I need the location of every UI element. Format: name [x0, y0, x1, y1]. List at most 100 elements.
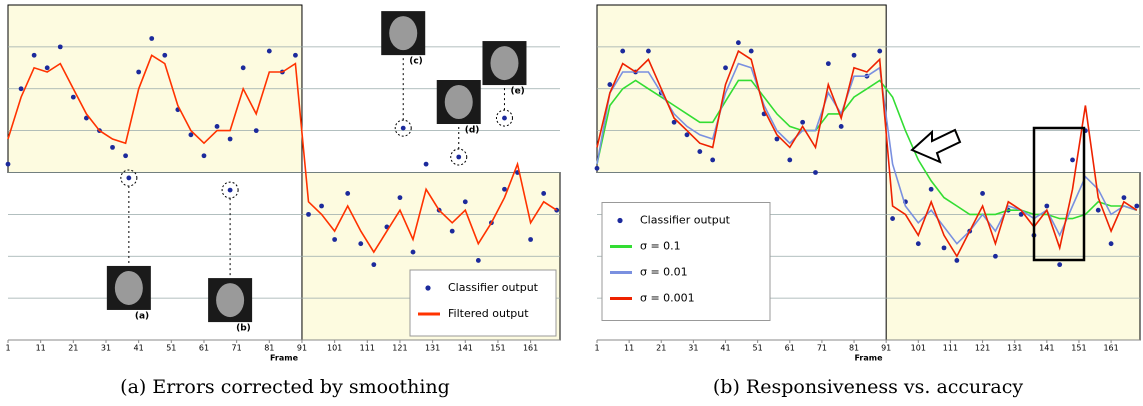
data-point — [188, 132, 194, 138]
x-tick-label: 11 — [36, 344, 46, 353]
data-point — [620, 48, 626, 54]
data-point — [800, 119, 806, 125]
data-point — [890, 216, 895, 221]
x-tick-label: 41 — [134, 344, 144, 353]
data-point — [941, 245, 947, 251]
legend-marker — [425, 285, 431, 291]
annotation-label: (c) — [409, 57, 423, 67]
data-point — [5, 161, 11, 167]
data-point — [993, 253, 998, 259]
annotation-label: (a) — [135, 311, 149, 321]
data-point — [266, 48, 272, 54]
data-point — [319, 203, 324, 209]
data-point — [240, 65, 246, 71]
annotation-image-hand — [444, 85, 473, 120]
data-point — [684, 132, 690, 138]
arrow — [910, 128, 962, 164]
data-point — [541, 191, 547, 196]
data-point — [371, 262, 377, 268]
data-point — [410, 249, 416, 255]
data-point — [594, 165, 600, 171]
x-tick-label: 91 — [297, 344, 307, 353]
data-point — [774, 136, 780, 142]
x-tick-label: 71 — [232, 344, 242, 353]
data-point — [345, 191, 351, 196]
annotation-point — [456, 154, 462, 160]
x-tick-label: 21 — [68, 344, 78, 353]
data-point — [851, 52, 857, 58]
x-tick-label: 71 — [817, 344, 827, 353]
data-point — [358, 241, 364, 247]
legend-label: σ = 0.001 — [640, 292, 695, 305]
data-point — [1044, 203, 1050, 209]
annotation-point — [227, 187, 233, 193]
data-point — [70, 94, 76, 100]
data-point — [306, 211, 311, 217]
data-point — [332, 237, 338, 242]
x-tick-label: 41 — [720, 344, 730, 353]
data-point — [1134, 203, 1140, 209]
data-point — [1095, 207, 1101, 213]
filtered-line — [596, 49, 1138, 258]
data-point — [723, 65, 728, 71]
data-point — [449, 228, 455, 234]
x-tick-label: 61 — [199, 344, 209, 353]
x-tick-label: 11 — [624, 344, 634, 353]
x-tick-label: 51 — [753, 344, 763, 353]
x-tick-label: 161 — [1103, 344, 1118, 353]
data-point — [475, 258, 481, 263]
x-tick-label: 31 — [688, 344, 698, 353]
x-tick-label: 91 — [881, 344, 891, 353]
legend-box — [409, 269, 557, 337]
x-tick-label: 151 — [1071, 344, 1086, 353]
data-point — [915, 241, 921, 247]
data-point — [44, 65, 50, 71]
data-point — [528, 237, 534, 242]
data-point — [697, 149, 703, 154]
data-point — [1018, 211, 1024, 217]
legend-label: Classifier output — [640, 214, 731, 227]
data-point — [227, 136, 233, 142]
annotation-image-hand — [389, 16, 418, 51]
x-tick-label: 121 — [975, 344, 990, 353]
x-tick-label: 31 — [101, 344, 111, 353]
data-point — [31, 52, 37, 58]
legend-label: σ = 0.01 — [640, 266, 688, 279]
data-point — [607, 82, 613, 87]
x-tick-label: 141 — [458, 344, 473, 353]
data-point — [748, 48, 754, 54]
data-point — [1070, 157, 1075, 163]
x-tick-label: 141 — [1039, 344, 1054, 353]
data-point — [293, 52, 298, 58]
data-point — [136, 69, 142, 75]
x-axis-label: Frame — [854, 354, 883, 363]
legend-label: Classifier output — [448, 281, 539, 294]
annotation-point — [502, 115, 507, 121]
x-tick-label: 111 — [943, 344, 958, 353]
data-point — [1121, 195, 1127, 201]
data-point — [201, 153, 207, 159]
data-point — [162, 52, 168, 58]
data-point — [735, 40, 741, 46]
x-tick-label: 131 — [425, 344, 440, 353]
data-point — [1108, 241, 1114, 247]
caption: (b) Responsiveness vs. accuracy — [713, 376, 1023, 398]
data-point — [149, 36, 155, 41]
annotation-label: (b) — [236, 324, 251, 334]
data-point — [813, 170, 818, 175]
data-point — [954, 258, 960, 263]
x-tick-label: 131 — [1007, 344, 1022, 353]
annotation-image-hand — [490, 46, 519, 81]
data-point — [123, 153, 128, 159]
filtered-line — [7, 54, 558, 254]
annotation-label: (d) — [465, 126, 480, 136]
legend-box — [601, 202, 771, 321]
annotation-label: (e) — [510, 87, 524, 97]
x-tick-label: 101 — [911, 344, 926, 353]
data-point — [646, 48, 651, 54]
data-point — [838, 124, 844, 129]
data-point — [83, 115, 89, 121]
data-point — [710, 157, 716, 163]
data-point — [1057, 262, 1063, 268]
